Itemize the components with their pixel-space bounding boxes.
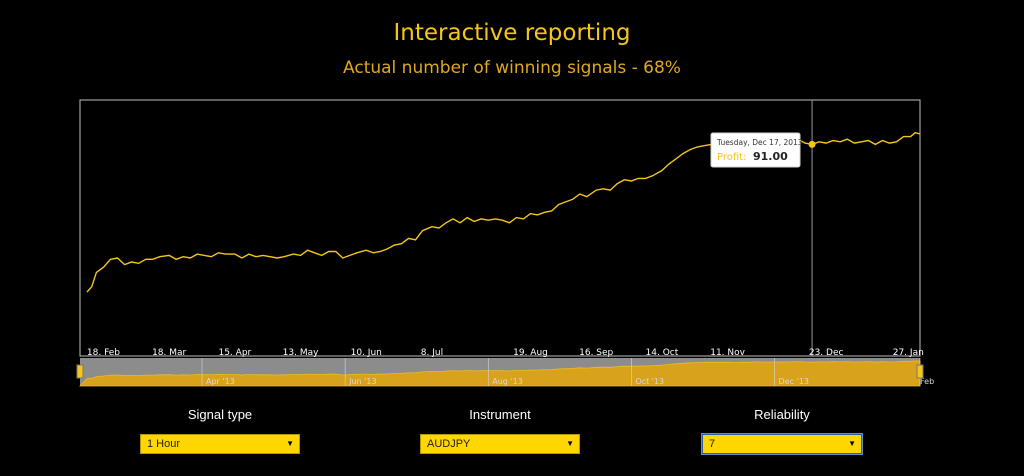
navigator-label: Oct '13: [635, 377, 664, 386]
chevron-down-icon: ▼: [848, 439, 856, 448]
navigator-label: Apr '13: [206, 377, 235, 386]
x-tick-label: 23. Dec: [809, 348, 844, 358]
x-tick-label: 15. Apr: [218, 348, 251, 358]
signal-type-value: 1 Hour: [147, 438, 181, 450]
x-tick-label: 8. Jul: [421, 348, 443, 358]
navigator-label: Jun '13: [348, 377, 376, 386]
tooltip-marker: [808, 140, 816, 148]
x-tick-label: 27. Jan: [893, 348, 924, 358]
reliability-control: Reliability 7 ▼: [701, 405, 863, 455]
instrument-select[interactable]: AUDJPY ▼: [420, 434, 580, 454]
x-tick-label: 11. Nov: [710, 348, 745, 358]
tooltip-value: 91.00: [753, 150, 788, 163]
page-title: Interactive reporting: [393, 20, 631, 46]
signal-type-label: Signal type: [187, 407, 253, 422]
reliability-value: 7: [709, 438, 716, 450]
tooltip-box: [710, 132, 801, 168]
x-tick-label: 16. Sep: [579, 348, 613, 358]
navigator-label: Feb: [920, 377, 934, 386]
page-subtitle: Actual number of winning signals - 68%: [343, 58, 681, 78]
instrument-label: Instrument: [469, 407, 531, 422]
x-tick-label: 10. Jun: [351, 348, 382, 358]
reliability-select[interactable]: 7 ▼: [701, 433, 863, 455]
chevron-down-icon: ▼: [566, 439, 574, 448]
x-tick-label: 13. May: [283, 348, 319, 358]
tooltip-series-label: Profit:: [717, 152, 746, 163]
tooltip-date: Tuesday, Dec 17, 2013: [716, 138, 803, 147]
x-tick-label: 18. Mar: [152, 348, 186, 358]
navigator-handle-left[interactable]: [76, 364, 84, 379]
navigator-label: Dec '13: [779, 377, 809, 386]
instrument-control: Instrument AUDJPY ▼: [420, 405, 580, 454]
plot-frame: [79, 99, 921, 357]
instrument-value: AUDJPY: [427, 438, 471, 450]
signal-type-control: Signal type 1 Hour ▼: [140, 405, 300, 454]
x-tick-label: 18. Feb: [87, 348, 120, 358]
x-tick-label: 14. Oct: [646, 348, 679, 358]
navigator-handle-right[interactable]: [916, 364, 924, 379]
signal-type-select[interactable]: 1 Hour ▼: [140, 434, 300, 454]
navigator-area: [79, 360, 921, 387]
navigator-label: Aug '13: [492, 377, 523, 386]
profit-chart[interactable]: 18. Feb 18. Mar 15. Apr 13. May 10. Jun 8. Ju…: [0, 0, 1024, 400]
chevron-down-icon: ▼: [286, 439, 294, 448]
reliability-label: Reliability: [754, 407, 810, 422]
x-tick-label: 19. Aug: [513, 348, 548, 358]
